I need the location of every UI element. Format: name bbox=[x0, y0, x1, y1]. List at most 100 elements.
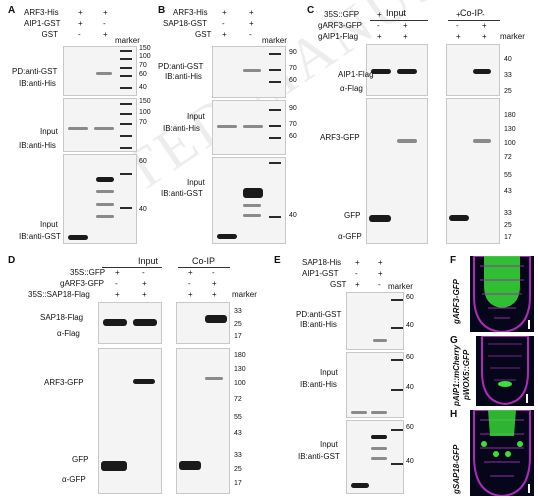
e-sign: + bbox=[355, 280, 360, 289]
b-marker-band bbox=[269, 137, 281, 139]
d-ladder-label: 43 bbox=[234, 430, 242, 437]
b-marker-band bbox=[269, 109, 281, 111]
d-band bbox=[103, 319, 127, 326]
c-ladder-label: 25 bbox=[504, 222, 512, 229]
a-ladder-label: 60 bbox=[139, 71, 147, 78]
a-ladder-label: 150 bbox=[139, 98, 151, 105]
a-marker-band bbox=[120, 58, 132, 60]
e-ladder-label: 60 bbox=[406, 354, 414, 361]
g-root-image-svg bbox=[481, 336, 529, 406]
f-root-image-svg bbox=[473, 256, 531, 332]
a-band bbox=[68, 235, 88, 240]
a-row-label-3: GST bbox=[41, 30, 58, 39]
b-marker-band bbox=[269, 69, 281, 71]
c-input-underline bbox=[370, 20, 428, 21]
a-marker-band bbox=[120, 75, 132, 77]
e-sign: + bbox=[355, 258, 360, 267]
d-sign: + bbox=[212, 290, 217, 299]
a-band bbox=[96, 72, 112, 75]
b-ladder-label: 70 bbox=[289, 65, 297, 72]
e-label-input: Input bbox=[320, 440, 338, 449]
b-ladder-label: 90 bbox=[289, 49, 297, 56]
d-blot-input-gfp bbox=[98, 348, 162, 494]
d-sign: + bbox=[115, 268, 120, 277]
e-marker-band bbox=[391, 429, 403, 431]
d-band bbox=[205, 377, 223, 380]
c-input-header: Input bbox=[386, 8, 407, 18]
d-ladder-label: 130 bbox=[234, 366, 246, 373]
c-band bbox=[473, 69, 491, 74]
e-marker-label: marker bbox=[388, 282, 413, 291]
d-sign: + bbox=[188, 290, 193, 299]
e-sign: - bbox=[355, 269, 358, 278]
b-band bbox=[243, 69, 261, 72]
e-marker-band bbox=[391, 359, 403, 361]
c-sign: + bbox=[403, 32, 408, 41]
e-sign: - bbox=[378, 280, 381, 289]
c-ladder-label: 33 bbox=[504, 210, 512, 217]
d-ladder-label: 17 bbox=[234, 480, 242, 487]
d-sign: + bbox=[212, 279, 217, 288]
f-root-outline bbox=[473, 256, 531, 332]
c-sign: - bbox=[482, 10, 485, 19]
e-band bbox=[371, 435, 387, 439]
e-ladder-label: 40 bbox=[406, 384, 414, 391]
panel-letter-d: D bbox=[8, 255, 16, 266]
b-sign: - bbox=[249, 30, 252, 39]
c-blot-coip-flag bbox=[446, 44, 500, 96]
a-label-input: Input bbox=[40, 220, 58, 229]
a-marker-band bbox=[120, 147, 132, 149]
b-marker-band bbox=[269, 53, 281, 55]
b-label-pd: PD:anti-GST bbox=[158, 62, 204, 71]
e-band bbox=[373, 339, 387, 342]
b-band bbox=[243, 188, 263, 198]
c-label-gfp: GFP bbox=[344, 211, 361, 220]
a-ladder-label: 40 bbox=[139, 206, 147, 213]
b-band bbox=[243, 204, 261, 207]
h-microscopy-image bbox=[470, 410, 534, 496]
d-sign: - bbox=[142, 268, 145, 277]
c-ladder-label: 43 bbox=[504, 188, 512, 195]
d-sign: + bbox=[115, 290, 120, 299]
d-blot-input-flag bbox=[98, 302, 162, 344]
a-ladder-label: 70 bbox=[139, 62, 147, 69]
c-ladder-label: 25 bbox=[504, 88, 512, 95]
b-band bbox=[243, 125, 263, 128]
c-sign: + bbox=[456, 32, 461, 41]
a-marker-band bbox=[120, 103, 132, 105]
e-ladder-label: 40 bbox=[406, 322, 414, 329]
e-label-ib: IB:anti-GST bbox=[298, 452, 340, 461]
b-sign: + bbox=[222, 8, 227, 17]
d-ladder-label: 100 bbox=[234, 380, 246, 387]
a-marker-band bbox=[120, 135, 132, 137]
a-sign: - bbox=[78, 30, 81, 39]
h-gfp-nucleus bbox=[481, 441, 487, 447]
h-gfp-nucleus bbox=[505, 451, 511, 457]
b-label-input: Input bbox=[187, 178, 205, 187]
e-ladder-label: 40 bbox=[406, 458, 414, 465]
e-marker-band bbox=[391, 463, 403, 465]
d-label-gfp: GFP bbox=[72, 455, 89, 464]
b-marker-band bbox=[269, 81, 281, 83]
e-blot-pulldown bbox=[346, 292, 404, 350]
e-ladder-label: 60 bbox=[406, 424, 414, 431]
b-label-ib: IB:anti-GST bbox=[161, 189, 203, 198]
a-row-label-1: ARF3-His bbox=[24, 8, 59, 17]
h-gfp-signal bbox=[488, 410, 516, 436]
f-cell-walls bbox=[480, 265, 524, 319]
a-band bbox=[68, 127, 88, 130]
a-ladder-label: 100 bbox=[139, 109, 151, 116]
e-row-label-2: AIP1-GST bbox=[302, 269, 339, 278]
b-marker-band bbox=[269, 162, 281, 164]
a-ladder-label: 60 bbox=[139, 158, 147, 165]
e-band bbox=[371, 457, 387, 460]
c-ladder-label: 100 bbox=[504, 140, 516, 147]
d-blot-coip-flag bbox=[176, 302, 230, 344]
c-ladder-label: 130 bbox=[504, 126, 516, 133]
d-sign: + bbox=[188, 268, 193, 277]
b-band bbox=[217, 234, 237, 239]
a-blot-input-his bbox=[63, 98, 137, 152]
c-ladder-label: 40 bbox=[504, 56, 512, 63]
a-ladder-label: 40 bbox=[139, 84, 147, 91]
c-blot-coip-gfp bbox=[446, 98, 500, 244]
